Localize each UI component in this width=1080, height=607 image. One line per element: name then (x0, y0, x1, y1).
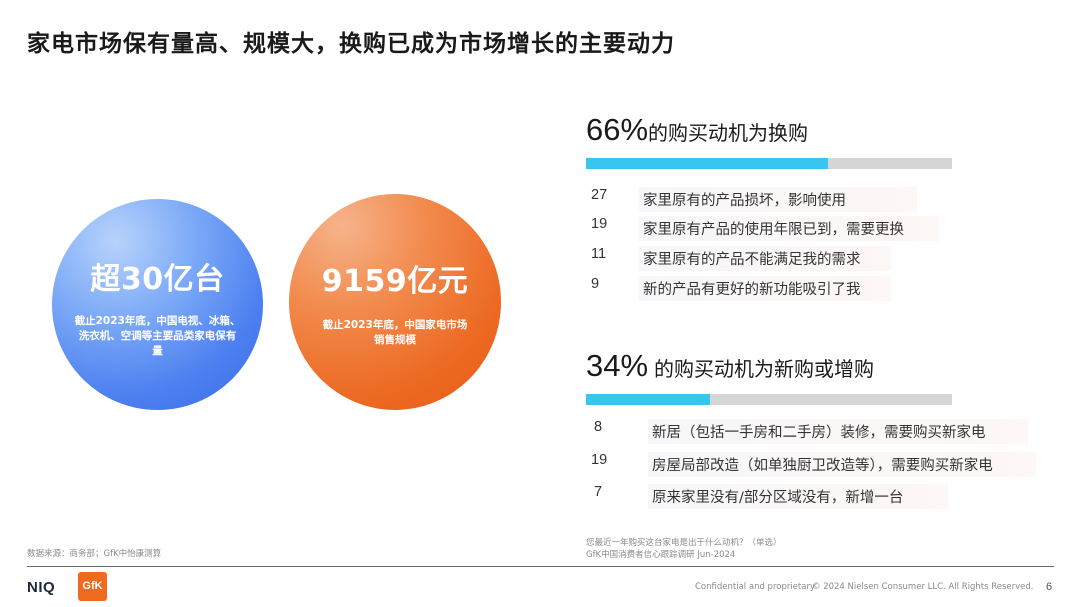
new-purchase-share-fill (586, 394, 711, 405)
stock-description: 截止2023年底，中国电视、冰箱、洗衣机、空调等主要品类家电保有量 (74, 315, 241, 357)
item-label: 家里原有的产品不能满足我的需求 (639, 246, 891, 271)
footer-divider (27, 566, 1054, 567)
replacement-heading-text: 的购买动机为换购 (648, 121, 809, 145)
page-number: 6 (1046, 581, 1053, 593)
new-purchase-percent: 34% (586, 348, 649, 383)
stock-circle: 超30亿台 截止2023年底，中国电视、冰箱、洗衣机、空调等主要品类家电保有量 (52, 199, 263, 410)
replacement-percent: 66% (586, 112, 649, 147)
item-value: 11 (591, 246, 607, 262)
copyright-note: © 2024 Nielsen Consumer LLC. All Rights … (812, 582, 1034, 592)
source-note: 数据来源：商务部；GfK中怡康测算 (27, 549, 162, 559)
replacement-share-bar (586, 158, 952, 169)
item-label: 家里原有的产品损坏，影响使用 (639, 187, 917, 212)
niq-logo: NIQ (27, 579, 56, 596)
survey-question: 您最近一年购买这台家电是出于什么动机？（单选） (586, 538, 782, 548)
new-purchase-heading-text: 的购买动机为新购或增购 (654, 357, 875, 381)
item-value: 27 (591, 187, 608, 203)
confidential-note: Confidential and proprietary (695, 582, 816, 592)
item-label: 家里原有产品的使用年限已到，需要更换 (639, 216, 939, 241)
item-label: 新居（包括一手房和二手房）装修，需要购买新家电 (648, 419, 1028, 444)
new-purchase-share-bar (586, 394, 952, 405)
item-value: 19 (591, 452, 608, 468)
new-purchase-heading: 34% 的购买动机为新购或增购 (586, 348, 874, 384)
stock-big-number: 超30亿台 (90, 262, 225, 297)
item-label: 新的产品有更好的新功能吸引了我 (639, 276, 891, 301)
market-size-big-number: 9159亿元 (321, 264, 469, 299)
item-label: 原来家里没有/部分区域没有，新增一台 (648, 484, 948, 509)
replacement-heading: 66%的购买动机为换购 (586, 112, 808, 148)
item-value: 8 (594, 419, 603, 435)
replacement-share-fill (586, 158, 828, 169)
item-value: 19 (591, 216, 608, 232)
item-value: 7 (594, 484, 603, 500)
market-size-description: 截止2023年底，中国家电市场销售规模 (322, 319, 468, 346)
market-size-circle: 9159亿元 截止2023年底，中国家电市场销售规模 (289, 194, 501, 410)
item-value: 9 (591, 276, 600, 292)
item-label: 房屋局部改造（如单独厨卫改造等），需要购买新家电 (648, 452, 1036, 477)
slide-title: 家电市场保有量高、规模大，换购已成为市场增长的主要动力 (27, 31, 675, 57)
gfk-logo: GfK (78, 572, 107, 601)
survey-source: GfK中国消费者信心跟踪调研 Jun-2024 (586, 550, 736, 560)
